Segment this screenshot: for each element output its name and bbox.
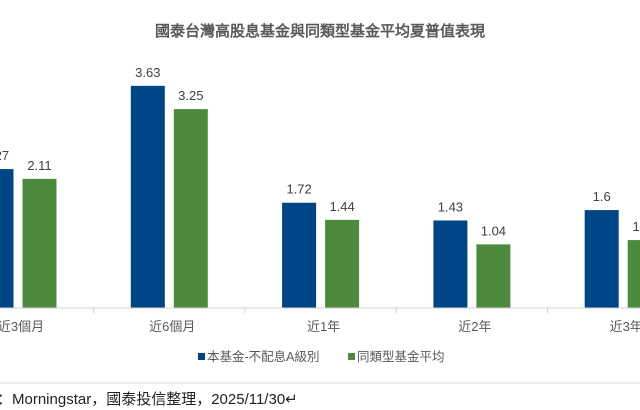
data-label-fund-3: 1.43	[438, 199, 463, 214]
bar-fund-0	[0, 169, 14, 308]
data-label-fund-0: 2.27	[0, 148, 9, 163]
bar-peer-3	[476, 244, 511, 308]
bar-fund-4	[584, 210, 619, 308]
data-label-peer-3: 1.04	[481, 223, 506, 238]
category-label-3: 近2年	[458, 319, 491, 334]
data-label-fund-2: 1.72	[286, 182, 311, 197]
legend: 本基金-不配息A級別 同類型基金平均	[198, 349, 445, 364]
chart-title: 國泰台灣高股息基金與同類型基金平均夏普值表現	[155, 22, 485, 40]
data-label-peer-2: 1.44	[329, 199, 354, 214]
legend-swatch-fund	[198, 353, 205, 360]
legend-label-peer: 同類型基金平均	[357, 349, 445, 364]
category-label-0: 近3個月	[0, 319, 44, 334]
bar-fund-3	[433, 220, 468, 308]
bar-fund-1	[130, 85, 165, 309]
source-note: 資料來源：Morningstar，國泰投信整理，2025/11/30↵	[0, 391, 298, 408]
category-label-4: 近3年	[610, 319, 640, 334]
legend-label-fund: 本基金-不配息A級別	[207, 349, 320, 364]
data-label-fund-4: 1.6	[593, 189, 611, 204]
bar-peer-0	[22, 178, 57, 308]
legend-swatch-peer	[348, 353, 355, 360]
data-label-peer-0: 2.11	[27, 158, 51, 173]
bar-peer-2	[325, 219, 360, 308]
data-label-fund-1: 3.63	[135, 65, 160, 80]
data-label-peer-1: 3.25	[178, 88, 203, 103]
data-label-peer-4: 1.11	[633, 219, 640, 234]
category-label-2: 近1年	[307, 319, 340, 334]
bar-peer-4	[627, 240, 640, 308]
category-label-1: 近6個月	[149, 319, 195, 334]
bar-peer-1	[173, 109, 208, 308]
bar-fund-2	[282, 202, 317, 308]
